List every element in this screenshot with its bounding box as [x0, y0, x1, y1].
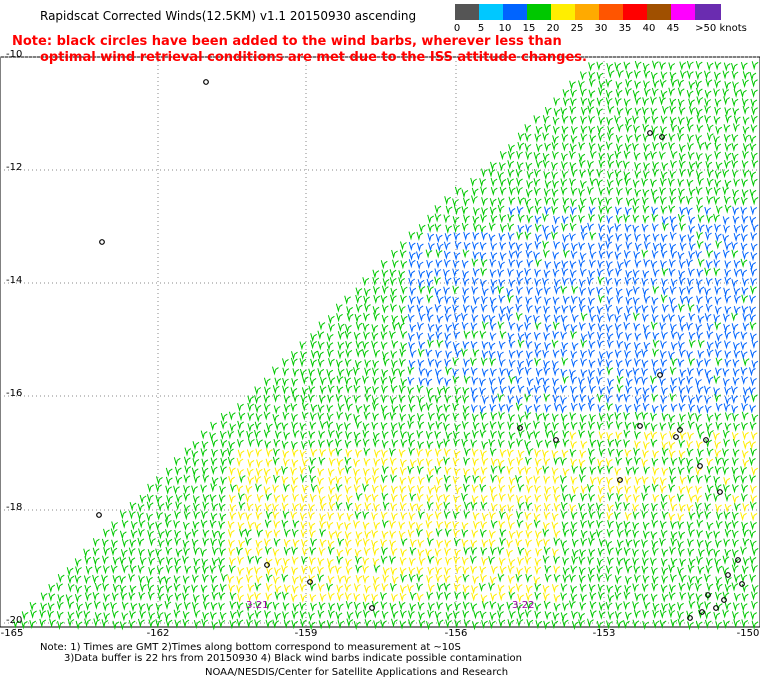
flag-circle	[99, 239, 105, 245]
timestamp-label: 3:22	[512, 600, 535, 611]
lon-label: -153	[592, 628, 616, 639]
wind-barbs-moderate	[13, 60, 759, 631]
legend-label: 0	[453, 23, 461, 34]
flag-circle	[699, 609, 705, 615]
lon-label: -159	[294, 628, 318, 639]
flag-circle	[735, 557, 741, 563]
lat-label: -20	[6, 615, 23, 626]
flag-circle	[553, 437, 559, 443]
flag-circle	[697, 463, 703, 469]
legend-label: 15	[522, 23, 536, 34]
flag-circle	[369, 605, 375, 611]
flag-circle	[96, 512, 102, 518]
flagged-circles	[96, 79, 745, 621]
legend-swatch	[479, 4, 505, 20]
wind-barbs-light	[407, 206, 759, 415]
flag-circle	[307, 579, 313, 585]
flag-circle	[617, 477, 623, 483]
flag-circle	[713, 605, 719, 611]
lat-label: -14	[6, 275, 23, 286]
footer-credit: NOAA/NESDIS/Center for Satellite Applica…	[205, 667, 509, 678]
footer-note-1: Note: 1) Times are GMT 2)Times along bot…	[40, 642, 461, 653]
lat-label: -12	[6, 162, 23, 173]
legend-label: 20	[546, 23, 560, 34]
lon-label: -165	[0, 628, 24, 639]
wind-barbs	[13, 60, 759, 631]
flag-circle	[687, 615, 693, 621]
flag-circle	[717, 489, 723, 495]
legend-swatch	[599, 4, 625, 20]
legend-swatch	[455, 4, 481, 20]
note-line-2: optimal wind retrieval conditions are me…	[40, 50, 587, 65]
footer-note-2: 3)Data buffer is 22 hrs from 20150930 4)…	[64, 653, 522, 664]
lat-label: -18	[6, 502, 23, 513]
flag-circle	[721, 597, 727, 603]
flag-circle	[673, 434, 679, 440]
legend-swatch	[551, 4, 577, 20]
legend-label: 5	[477, 23, 485, 34]
wind-barbs-fresh	[227, 431, 758, 604]
legend-swatch	[671, 4, 697, 20]
legend-label: 35	[618, 23, 632, 34]
note-line-1: Note: black circles have been added to t…	[12, 34, 562, 49]
lat-label: -16	[6, 388, 23, 399]
flag-circle	[677, 427, 683, 433]
legend-swatch	[575, 4, 601, 20]
legend-swatch	[623, 4, 649, 20]
flag-circle	[705, 592, 711, 598]
flag-circle	[647, 130, 653, 136]
flag-circle	[659, 134, 665, 140]
timestamp-label: 3:21	[246, 600, 269, 611]
flag-circle	[637, 423, 643, 429]
map-grid	[0, 56, 760, 627]
flag-circle	[657, 372, 663, 378]
flag-circle	[725, 572, 731, 578]
legend-label: 10	[498, 23, 512, 34]
legend-swatch	[695, 4, 721, 20]
legend-label: 25	[570, 23, 584, 34]
legend-swatch	[647, 4, 673, 20]
legend-swatch	[527, 4, 553, 20]
flag-circle	[703, 437, 709, 443]
lon-label: -156	[444, 628, 468, 639]
flag-circle	[739, 581, 745, 587]
flag-circle	[203, 79, 209, 85]
legend-label: 45	[666, 23, 680, 34]
legend-label: 30	[594, 23, 608, 34]
legend-swatch	[503, 4, 529, 20]
legend-label: >50 knots	[695, 23, 747, 34]
flag-circle	[517, 425, 523, 431]
legend-label: 40	[642, 23, 656, 34]
lon-label: -150	[736, 628, 760, 639]
lat-label: -10	[6, 49, 23, 60]
flag-circle	[264, 562, 270, 568]
lon-label: -162	[146, 628, 170, 639]
map-title: Rapidscat Corrected Winds(12.5KM) v1.1 2…	[40, 9, 417, 23]
